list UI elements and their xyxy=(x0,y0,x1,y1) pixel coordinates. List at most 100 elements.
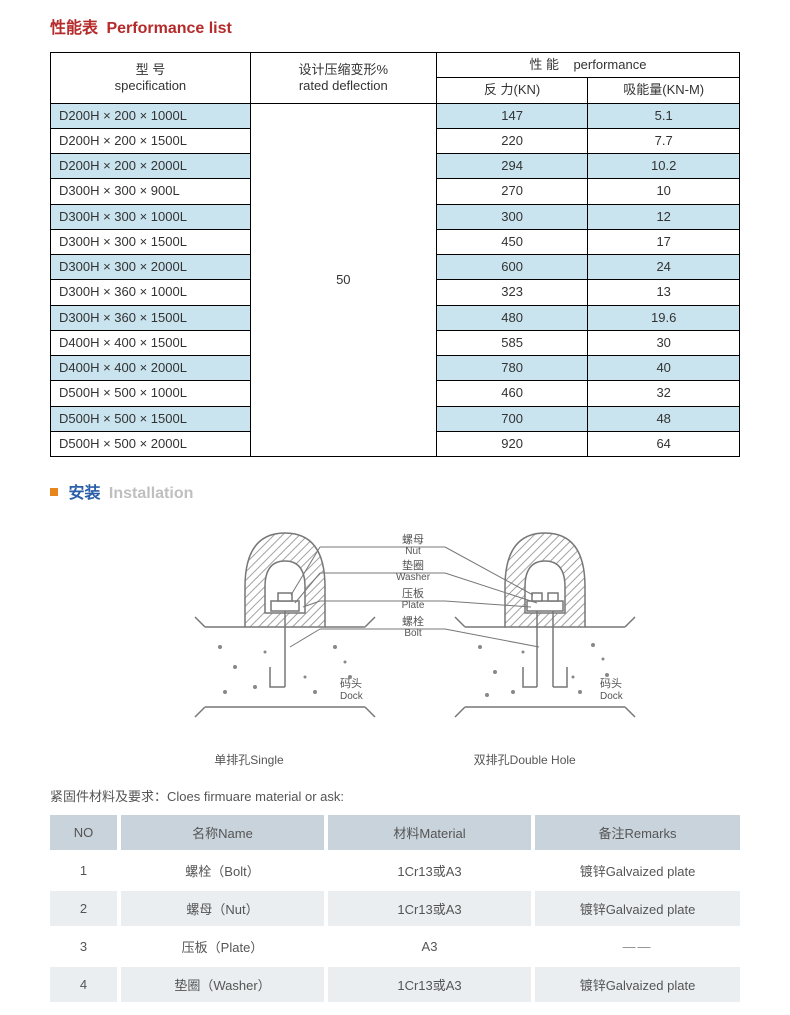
firm-cell-no: 3 xyxy=(50,928,119,966)
svg-label-bolt: 螺栓Bolt xyxy=(402,614,424,639)
performance-table: 型 号 specification 设计压缩变形% rated deflecti… xyxy=(50,52,740,457)
svg-dock-cn-left: 码头 xyxy=(340,677,362,690)
perf-th-perf-cn: 性 能 xyxy=(529,57,559,72)
install-section-title: 安装 Installation xyxy=(50,479,740,503)
svg-label-nut: 螺母Nut xyxy=(402,533,424,557)
perf-cell-reaction: 220 xyxy=(436,128,588,153)
perf-cell-spec: D200H × 200 × 1000L xyxy=(51,103,251,128)
perf-cell-spec: D300H × 300 × 900L xyxy=(51,179,251,204)
perf-cell-energy: 19.6 xyxy=(588,305,740,330)
perf-cell-spec: D500H × 500 × 1500L xyxy=(51,406,251,431)
firm-cell-material: 1Cr13或A3 xyxy=(326,890,533,928)
perf-cell-spec: D300H × 300 × 1000L xyxy=(51,204,251,229)
perf-cell-spec: D300H × 360 × 1000L xyxy=(51,280,251,305)
perf-cell-spec: D300H × 300 × 1500L xyxy=(51,229,251,254)
perf-cell-energy: 5.1 xyxy=(588,103,740,128)
firm-cell-material: 1Cr13或A3 xyxy=(326,966,533,1004)
perf-cell-energy: 10 xyxy=(588,179,740,204)
perf-th-deflect: 设计压缩变形% rated deflection xyxy=(250,53,436,104)
firm-th-name: 名称Name xyxy=(119,815,326,852)
perf-th-spec-en: specification xyxy=(57,78,244,94)
perf-cell-spec: D300H × 300 × 2000L xyxy=(51,255,251,280)
firm-cell-material: A3 xyxy=(326,928,533,966)
firm-row: 1螺栓（Bolt）1Cr13或A3镀锌Galvaized plate xyxy=(50,852,740,890)
install-heading-en: Installation xyxy=(109,485,193,502)
perf-cell-deflection: 50 xyxy=(250,103,436,457)
perf-cell-reaction: 920 xyxy=(436,431,588,456)
perf-cell-energy: 32 xyxy=(588,381,740,406)
perf-cell-spec: D500H × 500 × 1000L xyxy=(51,381,251,406)
firm-cell-no: 4 xyxy=(50,966,119,1004)
firm-cell-name: 垫圈（Washer） xyxy=(119,966,326,1004)
perf-cell-reaction: 147 xyxy=(436,103,588,128)
perf-cell-reaction: 480 xyxy=(436,305,588,330)
firm-row: 4垫圈（Washer）1Cr13或A3镀锌Galvaized plate xyxy=(50,966,740,1004)
perf-cell-spec: D300H × 360 × 1500L xyxy=(51,305,251,330)
perf-cell-energy: 17 xyxy=(588,229,740,254)
perf-cell-reaction: 300 xyxy=(436,204,588,229)
perf-cell-energy: 24 xyxy=(588,255,740,280)
perf-th-energy: 吸能量(KN-M) xyxy=(588,78,740,103)
installation-diagram-wrap: 码头 Dock 码头 xyxy=(50,517,740,768)
firm-cell-remarks: 镀锌Galvaized plate xyxy=(533,890,740,928)
perf-cell-reaction: 585 xyxy=(436,330,588,355)
svg-label-plate: 压板Plate xyxy=(402,586,425,611)
firm-cell-name: 螺栓（Bolt） xyxy=(119,852,326,890)
firm-cell-remarks: 镀锌Galvaized plate xyxy=(533,852,740,890)
perf-row: D200H × 200 × 1000L501475.1 xyxy=(51,103,740,128)
perf-cell-reaction: 600 xyxy=(436,255,588,280)
perf-cell-spec: D200H × 200 × 2000L xyxy=(51,154,251,179)
perf-cell-energy: 30 xyxy=(588,330,740,355)
perf-cell-reaction: 460 xyxy=(436,381,588,406)
firm-cell-no: 1 xyxy=(50,852,119,890)
perf-cell-energy: 40 xyxy=(588,356,740,381)
perf-cell-reaction: 294 xyxy=(436,154,588,179)
svg-label-washer: 垫圈Washer xyxy=(396,558,431,583)
firm-cell-name: 螺母（Nut） xyxy=(119,890,326,928)
installation-diagram: 码头 Dock 码头 xyxy=(135,517,655,747)
perf-th-perf: 性 能 performance xyxy=(436,53,739,78)
svg-dock-en-right: Dock xyxy=(600,691,624,702)
caption-double-cn: 双排孔 xyxy=(474,753,510,767)
caption-single-cn: 单排孔 xyxy=(214,753,250,767)
caption-single: 单排孔Single xyxy=(214,751,283,768)
diagram-captions: 单排孔Single 双排孔Double Hole xyxy=(50,751,740,768)
svg-dock-en-left: Dock xyxy=(340,691,364,702)
perf-cell-spec: D200H × 200 × 1500L xyxy=(51,128,251,153)
perf-th-deflect-cn: 设计压缩变形% xyxy=(257,62,430,78)
perf-cell-reaction: 270 xyxy=(436,179,588,204)
perf-heading-cn: 性能表 xyxy=(50,20,98,37)
firmware-table: NO 名称Name 材料Material 备注Remarks 1螺栓（Bolt）… xyxy=(50,815,740,1005)
svg-dock-cn-right: 码头 xyxy=(600,677,622,690)
firm-cell-remarks: 镀锌Galvaized plate xyxy=(533,966,740,1004)
perf-cell-reaction: 450 xyxy=(436,229,588,254)
perf-heading-en: Performance list xyxy=(106,20,231,37)
firm-th-material: 材料Material xyxy=(326,815,533,852)
perf-cell-energy: 7.7 xyxy=(588,128,740,153)
perf-cell-reaction: 780 xyxy=(436,356,588,381)
perf-cell-energy: 13 xyxy=(588,280,740,305)
perf-cell-energy: 10.2 xyxy=(588,154,740,179)
square-bullet-icon xyxy=(50,488,58,496)
caption-single-en: Single xyxy=(250,753,283,767)
perf-th-reaction: 反 力(KN) xyxy=(436,78,588,103)
perf-th-spec-cn: 型 号 xyxy=(57,62,244,78)
perf-cell-energy: 64 xyxy=(588,431,740,456)
perf-cell-reaction: 700 xyxy=(436,406,588,431)
caption-double-en: Double Hole xyxy=(510,753,576,767)
firm-cell-name: 压板（Plate） xyxy=(119,928,326,966)
firm-row: 3压板（Plate）A3—— xyxy=(50,928,740,966)
firm-cell-no: 2 xyxy=(50,890,119,928)
perf-th-perf-en: performance xyxy=(573,57,646,72)
firm-row: 2螺母（Nut）1Cr13或A3镀锌Galvaized plate xyxy=(50,890,740,928)
perf-cell-spec: D400H × 400 × 2000L xyxy=(51,356,251,381)
firm-th-remarks: 备注Remarks xyxy=(533,815,740,852)
install-heading-cn: 安装 xyxy=(68,485,100,502)
perf-th-deflect-en: rated deflection xyxy=(257,78,430,94)
firm-th-no: NO xyxy=(50,815,119,852)
perf-cell-energy: 48 xyxy=(588,406,740,431)
firm-cell-remarks: —— xyxy=(533,928,740,966)
perf-th-spec: 型 号 specification xyxy=(51,53,251,104)
firmware-title: 紧固件材料及要求：Cloes firmuare material or ask: xyxy=(50,786,740,805)
perf-cell-reaction: 323 xyxy=(436,280,588,305)
